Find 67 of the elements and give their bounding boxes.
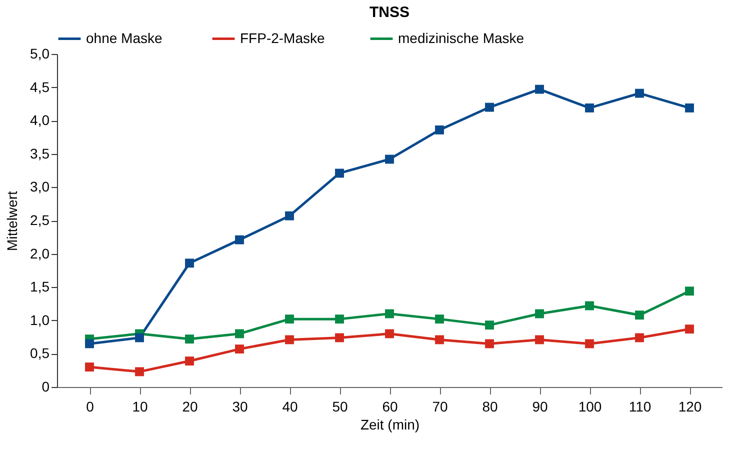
point: [235, 344, 244, 354]
y-tick-label: 3,5: [30, 145, 50, 162]
point: [485, 102, 494, 112]
y-tick-label: 4,5: [30, 78, 50, 95]
point: [335, 314, 344, 324]
x-tick-label: 80: [482, 398, 498, 414]
x-tick-label: 110: [628, 398, 652, 414]
point: [435, 314, 444, 324]
x-tick-label: 40: [282, 398, 298, 414]
point: [235, 235, 244, 244]
y-tick-label: 1,0: [30, 312, 50, 328]
point: [335, 168, 344, 178]
legend-label: ohne Maske: [86, 30, 162, 46]
y-tick-label: 0: [42, 378, 50, 394]
point: [635, 333, 644, 342]
point: [235, 329, 244, 338]
point: [485, 339, 494, 348]
point: [385, 329, 394, 338]
x-tick-label: 30: [232, 398, 248, 414]
x-tick-label: 10: [132, 398, 148, 414]
point: [685, 324, 694, 334]
x-tick-label: 20: [182, 398, 198, 414]
y-tick-label: 1,5: [30, 278, 50, 295]
point: [85, 339, 94, 348]
y-tick-label: 3,0: [30, 178, 50, 195]
point: [185, 356, 194, 366]
x-tick-label: 0: [86, 398, 94, 414]
chart-title: TNSS: [369, 4, 410, 21]
x-axis-title: Zeit (min): [360, 416, 420, 432]
point: [185, 258, 194, 268]
point: [335, 333, 344, 342]
point: [385, 154, 394, 164]
point: [535, 84, 544, 94]
x-tick-label: 50: [332, 398, 348, 414]
point: [585, 103, 594, 112]
x-tick-label: 60: [382, 398, 398, 414]
point: [535, 309, 544, 318]
x-tick-label: 70: [432, 398, 448, 414]
point: [285, 211, 294, 220]
y-tick-label: 2,0: [30, 245, 50, 262]
point: [285, 335, 294, 344]
point: [535, 335, 544, 344]
point: [585, 301, 594, 310]
point: [485, 320, 494, 330]
point: [435, 335, 444, 344]
y-tick-label: 0,5: [30, 345, 50, 362]
y-tick-label: 4,0: [30, 112, 50, 128]
point: [435, 125, 444, 134]
point: [585, 339, 594, 348]
legend-label: medizinische Maske: [398, 30, 524, 46]
x-tick-label: 120: [678, 398, 702, 414]
point: [135, 333, 144, 342]
x-tick-label: 90: [532, 398, 548, 414]
y-tick-label: 5,0: [30, 46, 50, 62]
point: [285, 314, 294, 324]
y-axis-title: Mittelwert: [4, 190, 20, 251]
point: [385, 309, 394, 318]
point: [85, 362, 94, 372]
x-tick-label: 100: [578, 398, 602, 414]
point: [135, 367, 144, 376]
point: [635, 310, 644, 320]
point: [685, 103, 694, 112]
point: [635, 88, 644, 98]
y-tick-label: 2,5: [30, 212, 50, 228]
point: [185, 334, 194, 344]
point: [685, 286, 694, 296]
legend-label: FFP-2-Maske: [240, 30, 325, 46]
